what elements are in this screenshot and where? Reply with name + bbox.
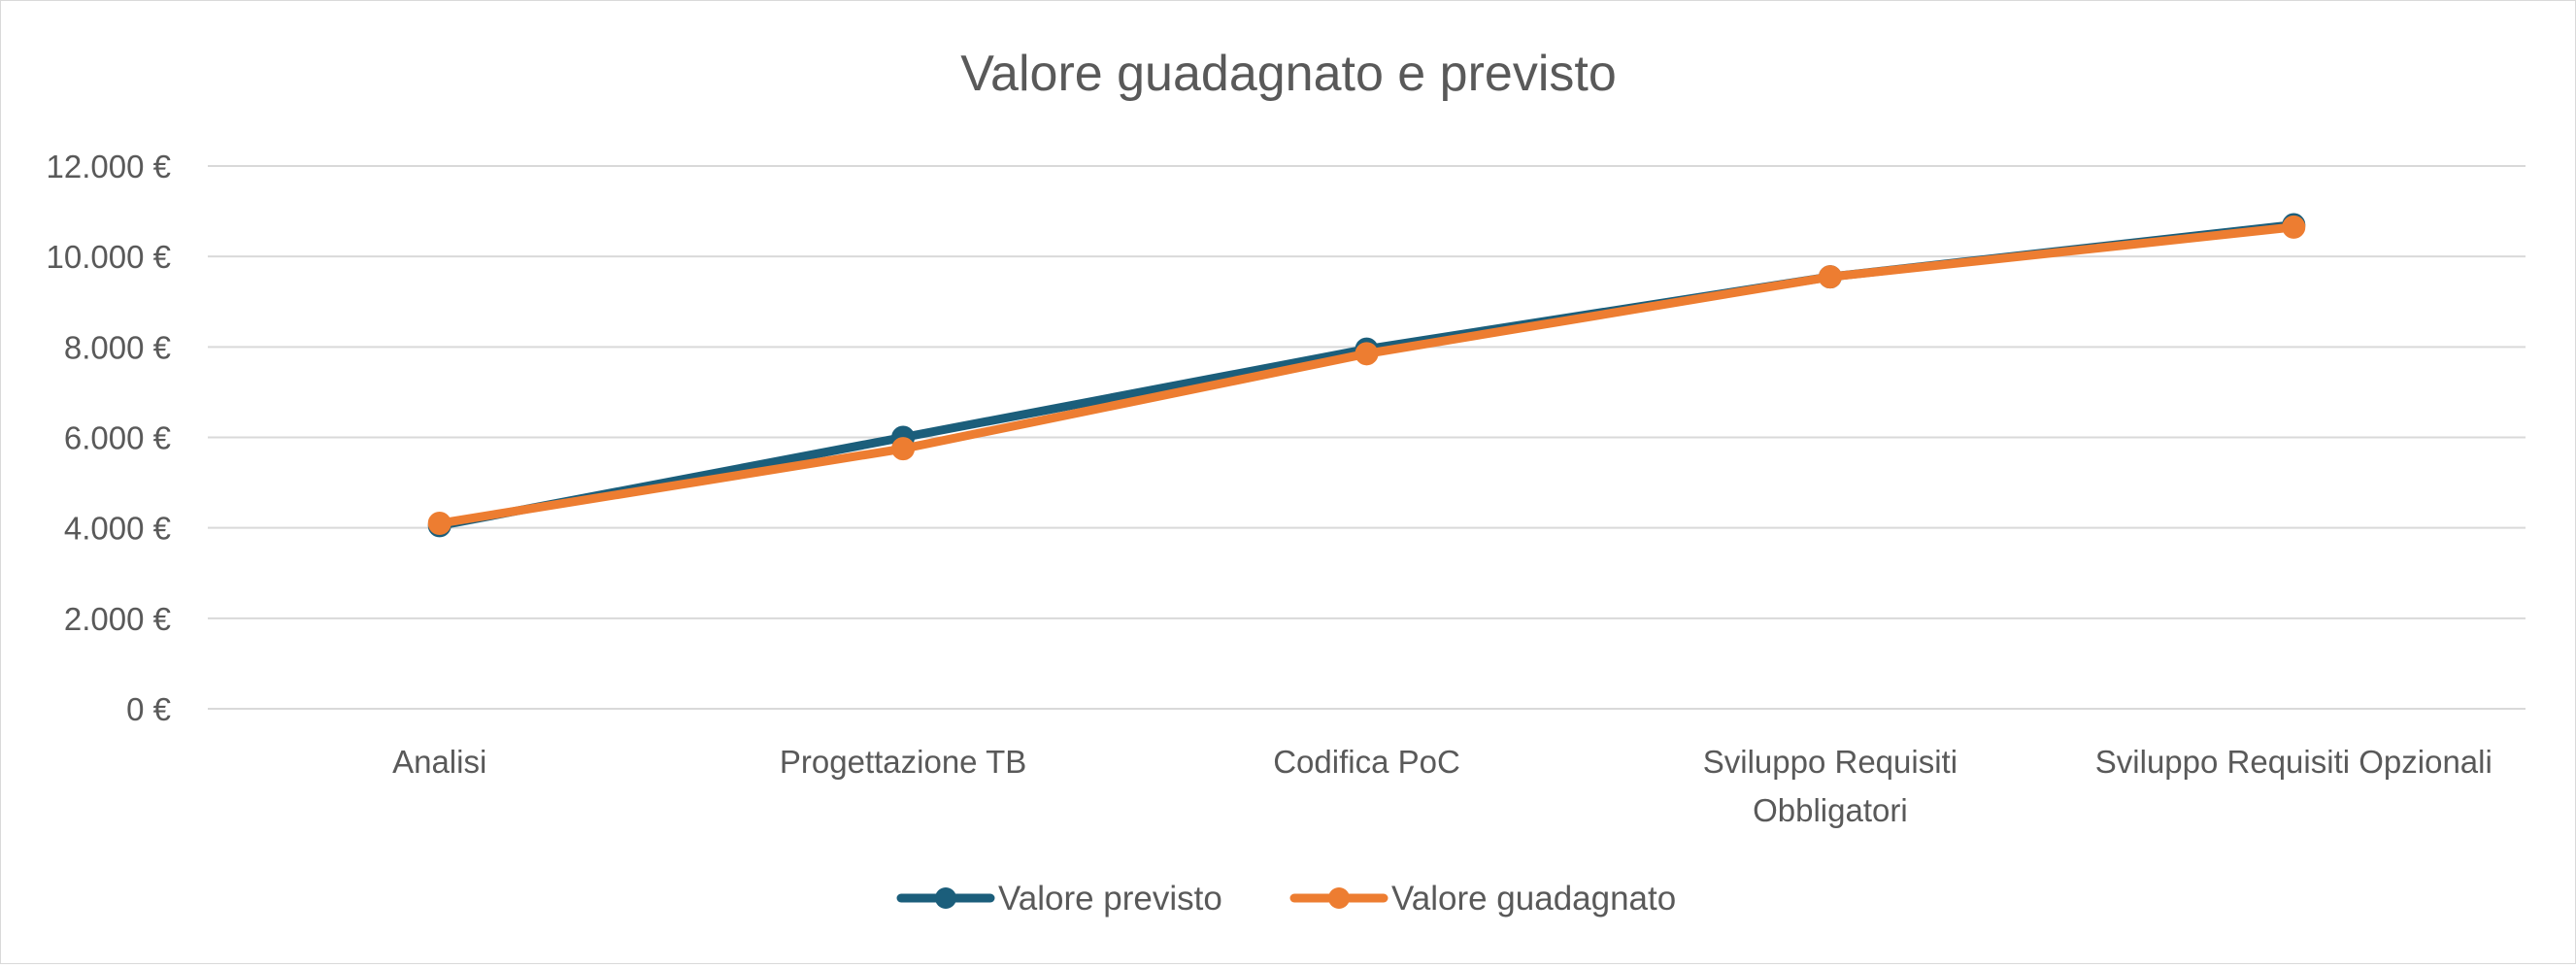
y-tick-label: 6.000 € bbox=[64, 420, 171, 456]
y-axis: 0 € 2.000 € 4.000 € 6.000 € 8.000 € 10.000 € 1… bbox=[47, 149, 171, 727]
gridlines bbox=[208, 165, 2526, 710]
x-tick-label: Codifica PoC bbox=[1273, 744, 1460, 780]
chart-title: Valore guadagnato e previsto bbox=[960, 46, 1617, 102]
series-2 bbox=[427, 215, 2306, 536]
data-point bbox=[427, 512, 452, 536]
x-tick-label: Sviluppo Requisiti Opzionali bbox=[2095, 744, 2492, 780]
x-tick-label: Progettazione TB bbox=[780, 744, 1026, 780]
data-point bbox=[2282, 215, 2306, 239]
data-point bbox=[1355, 342, 1379, 366]
legend-label: Valore previsto bbox=[998, 880, 1222, 918]
y-tick-label: 0 € bbox=[126, 691, 171, 727]
y-tick-label: 2.000 € bbox=[64, 601, 171, 637]
data-point bbox=[1818, 265, 1842, 289]
x-axis: Analisi Progettazione TB Codifica PoC Svilu… bbox=[392, 744, 2492, 828]
data-point bbox=[891, 437, 916, 461]
legend-item: Valore guadagnato bbox=[1289, 880, 1676, 918]
y-tick-label: 8.000 € bbox=[64, 329, 171, 365]
legend-marker bbox=[935, 887, 956, 909]
y-tick-label: 4.000 € bbox=[64, 511, 171, 547]
series-1 bbox=[427, 213, 2306, 538]
legend: Valore previsto Valore guadagnato bbox=[896, 880, 1676, 918]
x-tick-label: Analisi bbox=[392, 744, 486, 780]
series-line bbox=[435, 222, 2298, 528]
legend-item: Valore previsto bbox=[896, 880, 1222, 918]
legend-label: Valore guadagnato bbox=[1391, 880, 1676, 918]
x-tick-label: Sviluppo Requisiti Obbligatori bbox=[1703, 744, 1957, 828]
y-tick-label: 12.000 € bbox=[47, 149, 171, 184]
legend-marker bbox=[1328, 887, 1350, 909]
y-tick-label: 10.000 € bbox=[47, 239, 171, 275]
series-layer bbox=[427, 213, 2306, 538]
